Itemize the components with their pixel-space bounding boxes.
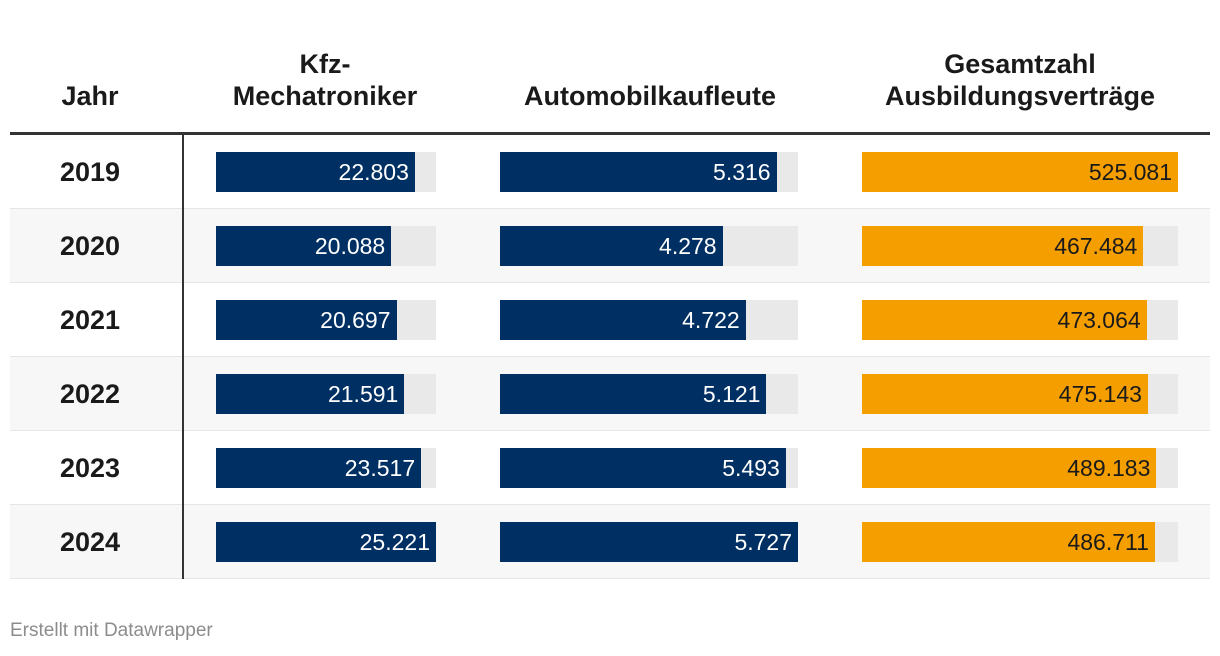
bar-track-kfz-mechatroniker: 23.517 bbox=[216, 448, 436, 488]
bar-label-kfz-mechatroniker: 25.221 bbox=[359, 529, 430, 555]
year-cell: 2020 bbox=[59, 231, 121, 261]
bar-track-automobilkaufleute: 5.316 bbox=[500, 152, 798, 192]
bar-label-automobilkaufleute: 5.316 bbox=[713, 159, 771, 185]
bar-track-gesamtzahl: 525.081 bbox=[862, 152, 1178, 192]
header-kfz-mechatroniker[interactable]: Kfz- Mechatroniker bbox=[210, 48, 440, 112]
bar-track-automobilkaufleute: 5.727 bbox=[500, 522, 798, 562]
table-row: 2020 20.088 4.278 467.484 bbox=[10, 209, 1210, 283]
bar-automobilkaufleute[interactable]: 4.722 bbox=[500, 300, 746, 340]
table-row: 2023 23.517 5.493 489.183 bbox=[10, 431, 1210, 505]
bar-label-automobilkaufleute: 5.121 bbox=[702, 381, 761, 407]
header-ges-line2: Ausbildungsverträge bbox=[884, 81, 1156, 111]
bar-track-kfz-mechatroniker: 22.803 bbox=[216, 152, 436, 192]
header-kfz-line2: Mechatroniker bbox=[232, 81, 418, 111]
bar-label-kfz-mechatroniker: 23.517 bbox=[344, 455, 416, 481]
bar-label-automobilkaufleute: 4.722 bbox=[682, 307, 740, 333]
bar-track-automobilkaufleute: 4.278 bbox=[500, 226, 798, 266]
bar-track-gesamtzahl: 475.143 bbox=[862, 374, 1178, 414]
bar-kfz-mechatroniker[interactable]: 22.803 bbox=[216, 152, 415, 192]
bar-track-automobilkaufleute: 4.722 bbox=[500, 300, 798, 340]
year-cell: 2021 bbox=[59, 305, 121, 335]
bar-track-kfz-mechatroniker: 25.221 bbox=[216, 522, 436, 562]
bar-kfz-mechatroniker[interactable]: 23.517 bbox=[216, 448, 422, 488]
bar-label-gesamtzahl: 525.081 bbox=[1088, 159, 1172, 185]
table-row: 2022 21.591 5.121 475.143 bbox=[10, 357, 1210, 431]
bar-label-kfz-mechatroniker: 21.591 bbox=[327, 381, 399, 407]
bar-track-kfz-mechatroniker: 21.591 bbox=[216, 374, 436, 414]
bar-label-kfz-mechatroniker: 22.803 bbox=[338, 159, 409, 185]
bar-track-automobilkaufleute: 5.493 bbox=[500, 448, 798, 488]
bar-kfz-mechatroniker[interactable]: 20.088 bbox=[216, 226, 392, 266]
table-header: Jahr Kfz- Mechatroniker Automobilkaufleu… bbox=[10, 40, 1210, 135]
bar-label-gesamtzahl: 486.711 bbox=[1067, 529, 1149, 555]
bar-track-kfz-mechatroniker: 20.697 bbox=[216, 300, 436, 340]
bar-label-gesamtzahl: 473.064 bbox=[1057, 307, 1141, 333]
bar-automobilkaufleute[interactable]: 4.278 bbox=[500, 226, 723, 266]
bar-automobilkaufleute[interactable]: 5.493 bbox=[500, 448, 786, 488]
column-divider bbox=[182, 135, 184, 579]
year-cell: 2019 bbox=[59, 157, 121, 187]
bar-track-automobilkaufleute: 5.121 bbox=[500, 374, 798, 414]
footer-credit[interactable]: Erstellt mit Datawrapper bbox=[10, 620, 213, 641]
bar-kfz-mechatroniker[interactable]: 25.221 bbox=[216, 522, 436, 562]
bar-label-kfz-mechatroniker: 20.697 bbox=[320, 307, 391, 333]
bar-gesamtzahl[interactable]: 475.143 bbox=[862, 374, 1148, 414]
bar-kfz-mechatroniker[interactable]: 20.697 bbox=[216, 300, 397, 340]
bar-label-automobilkaufleute: 4.278 bbox=[659, 233, 717, 259]
bar-track-gesamtzahl: 473.064 bbox=[862, 300, 1178, 340]
table-row: 2021 20.697 4.722 473.064 bbox=[10, 283, 1210, 357]
bar-track-kfz-mechatroniker: 20.088 bbox=[216, 226, 436, 266]
bar-label-gesamtzahl: 489.183 bbox=[1067, 455, 1151, 481]
year-cell: 2023 bbox=[59, 453, 121, 483]
bar-automobilkaufleute[interactable]: 5.727 bbox=[500, 522, 798, 562]
bar-automobilkaufleute[interactable]: 5.121 bbox=[500, 374, 767, 414]
bar-gesamtzahl[interactable]: 525.081 bbox=[862, 152, 1178, 192]
year-cell: 2022 bbox=[59, 379, 121, 409]
header-gesamtzahl[interactable]: Gesamtzahl Ausbildungsverträge bbox=[860, 48, 1180, 112]
bar-automobilkaufleute[interactable]: 5.316 bbox=[500, 152, 777, 192]
header-kfz-line1: Kfz- bbox=[299, 49, 351, 79]
bar-label-gesamtzahl: 475.143 bbox=[1058, 381, 1142, 407]
bar-track-gesamtzahl: 467.484 bbox=[862, 226, 1178, 266]
bar-track-gesamtzahl: 489.183 bbox=[862, 448, 1178, 488]
bar-gesamtzahl[interactable]: 473.064 bbox=[862, 300, 1147, 340]
header-ges-line1: Gesamtzahl bbox=[944, 49, 1096, 79]
bar-gesamtzahl[interactable]: 489.183 bbox=[862, 448, 1157, 488]
header-automobilkaufleute[interactable]: Automobilkaufleute bbox=[523, 81, 776, 111]
bar-label-automobilkaufleute: 5.493 bbox=[722, 455, 780, 481]
year-cell: 2024 bbox=[59, 527, 121, 557]
bar-label-gesamtzahl: 467.484 bbox=[1054, 233, 1138, 259]
bar-label-kfz-mechatroniker: 20.088 bbox=[314, 233, 386, 259]
bar-kfz-mechatroniker[interactable]: 21.591 bbox=[216, 374, 405, 414]
table-row: 2019 22.803 5.316 525.081 bbox=[10, 135, 1210, 209]
header-year[interactable]: Jahr bbox=[61, 81, 119, 111]
bar-track-gesamtzahl: 486.711 bbox=[862, 522, 1178, 562]
bar-label-automobilkaufleute: 5.727 bbox=[734, 529, 792, 555]
bar-gesamtzahl[interactable]: 486.711 bbox=[862, 522, 1155, 562]
bar-gesamtzahl[interactable]: 467.484 bbox=[862, 226, 1144, 266]
table-row: 2024 25.221 5.727 486.711 bbox=[10, 505, 1210, 579]
data-table: Jahr Kfz- Mechatroniker Automobilkaufleu… bbox=[10, 40, 1210, 579]
table-body: 2019 22.803 5.316 525.081 2020 20.088 4.278 467… bbox=[10, 135, 1210, 579]
